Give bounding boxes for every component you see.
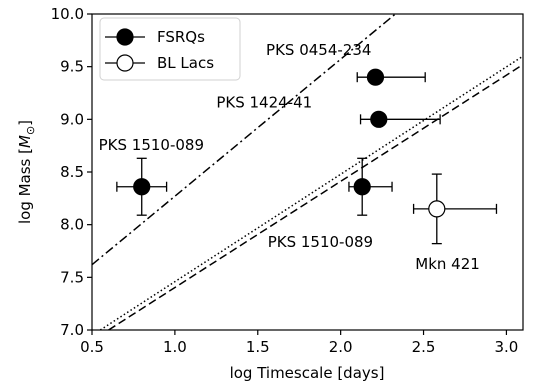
y-tick-label: 9.5 <box>60 58 84 76</box>
legend-label-bllacs: BL Lacs <box>157 54 214 72</box>
legend: FSRQs BL Lacs <box>99 17 241 81</box>
fit-lines <box>92 14 523 330</box>
point-marker <box>133 178 151 196</box>
data-point <box>356 68 426 86</box>
data-points <box>116 68 498 245</box>
point-marker <box>370 110 388 128</box>
data-point <box>348 157 393 216</box>
y-tick-label: 7.5 <box>60 268 84 286</box>
dashed-line <box>108 63 523 330</box>
x-axis-label: log Timescale [days] <box>230 364 385 382</box>
data-point <box>412 173 498 245</box>
y-tick-label: 8.5 <box>60 163 84 181</box>
x-tick-label: 0.5 <box>80 338 104 356</box>
legend-bllac-marker <box>116 54 134 72</box>
y-tick-label: 8.0 <box>60 216 84 234</box>
point-marker <box>366 68 385 86</box>
data-point <box>116 157 168 216</box>
y-axis-label: log Mass [M⊙] <box>16 120 37 224</box>
y-tick-label: 10.0 <box>51 5 84 23</box>
y-tick-label: 7.0 <box>60 321 84 339</box>
y-tick-label: 9.0 <box>60 110 84 128</box>
annotation-label: Mkn 421 <box>415 255 480 273</box>
annotation-label: PKS 1510-089 <box>99 136 204 154</box>
data-point <box>359 110 441 128</box>
x-tick-label: 1.5 <box>246 338 270 356</box>
legend-label-fsrqs: FSRQs <box>157 28 205 46</box>
dashdot-line <box>92 14 396 266</box>
y-axis-ticks: 7.0 7.5 8.0 8.5 9.0 9.5 10.0 <box>51 5 92 339</box>
legend-box <box>99 17 241 81</box>
x-axis-ticks: 0.5 1.0 1.5 2.0 2.5 3.0 <box>80 330 518 356</box>
point-marker <box>428 200 446 218</box>
annotation-label: PKS 1424-41 <box>216 94 312 112</box>
annotation-label: PKS 1510-089 <box>268 233 373 251</box>
x-tick-label: 2.5 <box>412 338 436 356</box>
annotations: PKS 0454-234 PKS 1424-41 PKS 1510-089 PKS 1… <box>99 41 480 273</box>
legend-fsrq-marker <box>116 28 134 46</box>
point-marker <box>353 178 371 196</box>
annotation-label: PKS 0454-234 <box>266 41 371 59</box>
x-tick-label: 1.0 <box>163 338 187 356</box>
x-tick-label: 2.0 <box>329 338 353 356</box>
x-tick-label: 3.0 <box>494 338 518 356</box>
